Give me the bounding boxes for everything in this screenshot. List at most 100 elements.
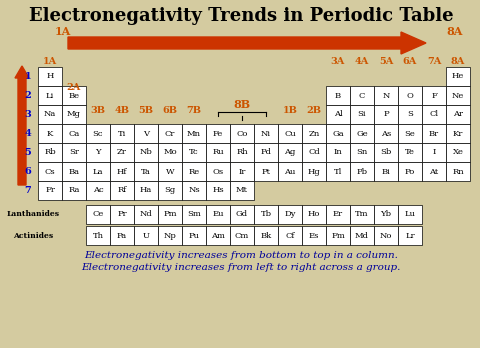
Text: 7: 7 <box>24 186 31 195</box>
Bar <box>445 105 469 124</box>
Bar <box>349 143 373 162</box>
Text: Ho: Ho <box>307 211 320 219</box>
Bar <box>253 226 277 245</box>
Text: Au: Au <box>284 167 295 175</box>
Bar <box>373 162 397 181</box>
Text: Pt: Pt <box>261 167 270 175</box>
Text: Pr: Pr <box>117 211 127 219</box>
Text: Ne: Ne <box>451 92 463 100</box>
Text: As: As <box>380 129 390 137</box>
Text: Ta: Ta <box>141 167 151 175</box>
Bar <box>62 105 86 124</box>
Bar <box>62 124 86 143</box>
Text: 2: 2 <box>24 91 31 100</box>
Text: Fm: Fm <box>330 231 344 239</box>
Text: He: He <box>451 72 463 80</box>
Bar <box>445 124 469 143</box>
Text: 6B: 6B <box>162 106 177 115</box>
Text: Sc: Sc <box>93 129 103 137</box>
Bar <box>397 162 421 181</box>
Bar <box>325 162 349 181</box>
Text: 2A: 2A <box>67 82 81 92</box>
Bar <box>325 205 349 224</box>
Text: Electronegativity Trends in Periodic Table: Electronegativity Trends in Periodic Tab… <box>29 7 452 25</box>
Text: Ni: Ni <box>261 129 270 137</box>
Bar <box>325 105 349 124</box>
Text: Pb: Pb <box>356 167 367 175</box>
Text: Md: Md <box>354 231 368 239</box>
Text: 4: 4 <box>24 129 31 138</box>
Text: 7B: 7B <box>186 106 201 115</box>
Text: 1: 1 <box>24 72 31 81</box>
Bar <box>373 105 397 124</box>
Text: Xe: Xe <box>452 149 462 157</box>
Bar <box>62 86 86 105</box>
Text: Er: Er <box>332 211 342 219</box>
Bar <box>373 143 397 162</box>
Text: Tm: Tm <box>355 211 368 219</box>
Text: Ga: Ga <box>332 129 343 137</box>
Bar <box>445 67 469 86</box>
Bar <box>62 162 86 181</box>
Text: W: W <box>165 167 174 175</box>
Text: Cm: Cm <box>234 231 249 239</box>
Bar <box>38 67 62 86</box>
Bar <box>205 143 229 162</box>
Text: Gd: Gd <box>236 211 248 219</box>
Bar <box>253 162 277 181</box>
Bar <box>349 105 373 124</box>
Text: P: P <box>383 111 388 119</box>
Bar <box>134 124 157 143</box>
Bar <box>397 124 421 143</box>
Text: Ra: Ra <box>68 187 80 195</box>
Text: V: V <box>143 129 149 137</box>
Text: Co: Co <box>236 129 247 137</box>
Text: Cu: Cu <box>284 129 295 137</box>
Text: Zr: Zr <box>117 149 127 157</box>
Text: Rf: Rf <box>117 187 126 195</box>
Bar <box>181 205 205 224</box>
Bar <box>421 143 445 162</box>
Bar <box>349 205 373 224</box>
Bar <box>397 143 421 162</box>
Bar <box>277 124 301 143</box>
Text: Na: Na <box>44 111 56 119</box>
Bar <box>134 162 157 181</box>
Text: Ce: Ce <box>92 211 103 219</box>
Bar <box>205 124 229 143</box>
Text: H: H <box>46 72 54 80</box>
Text: Sr: Sr <box>69 149 79 157</box>
FancyArrow shape <box>68 32 425 54</box>
Bar <box>157 162 181 181</box>
Text: Lanthanides: Lanthanides <box>6 211 60 219</box>
Bar <box>205 181 229 200</box>
Bar <box>421 105 445 124</box>
Text: 3A: 3A <box>330 56 345 65</box>
Bar <box>134 226 157 245</box>
Text: Sm: Sm <box>187 211 201 219</box>
Text: Br: Br <box>428 129 438 137</box>
Bar <box>421 86 445 105</box>
Text: Ar: Ar <box>452 111 462 119</box>
Text: Hf: Hf <box>117 167 127 175</box>
Text: Ac: Ac <box>93 187 103 195</box>
Text: F: F <box>430 92 436 100</box>
Bar <box>229 181 253 200</box>
Text: Po: Po <box>404 167 414 175</box>
Bar <box>86 226 110 245</box>
Text: Se: Se <box>404 129 415 137</box>
Text: Bi: Bi <box>381 167 390 175</box>
Text: 1B: 1B <box>282 106 297 115</box>
Text: Ag: Ag <box>284 149 295 157</box>
Bar <box>110 226 134 245</box>
Text: Lu: Lu <box>404 211 415 219</box>
Bar <box>134 205 157 224</box>
Text: I: I <box>432 149 435 157</box>
Bar <box>277 226 301 245</box>
Text: Am: Am <box>211 231 225 239</box>
Bar <box>349 226 373 245</box>
Text: Ns: Ns <box>188 187 199 195</box>
Bar <box>397 105 421 124</box>
Text: 1A: 1A <box>55 26 71 37</box>
Text: 4B: 4B <box>114 106 129 115</box>
